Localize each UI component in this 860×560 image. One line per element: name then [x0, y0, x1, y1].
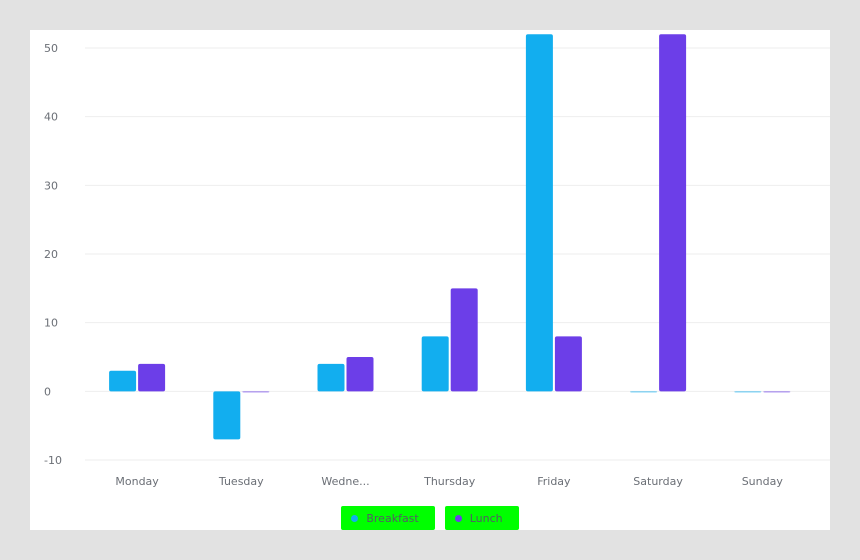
y-tick-label: 20	[44, 248, 58, 261]
grid-lines	[85, 47, 830, 461]
bar-lunch-6	[763, 391, 791, 393]
x-axis-ticks: Monday Tuesday Wedne... Thursday Friday Satur…	[115, 475, 783, 488]
y-tick-label: 30	[44, 179, 58, 192]
y-tick-label: 40	[44, 111, 58, 124]
bars	[109, 34, 791, 440]
x-tick-label: Sunday	[742, 475, 784, 488]
legend-dot-lunch	[454, 514, 462, 522]
chart-card: -10 0 10 20 30 40 50 Monday Tuesday Wedne... Thur…	[30, 30, 830, 530]
bar-breakfast-6	[734, 391, 762, 393]
y-tick-label: 50	[44, 42, 58, 55]
x-tick-label: Wedne...	[321, 475, 369, 488]
x-tick-label: Saturday	[633, 475, 683, 488]
y-axis-ticks: -10 0 10 20 30 40 50	[44, 42, 62, 467]
bar-breakfast-1	[213, 391, 241, 440]
y-tick-label: 0	[44, 385, 51, 398]
bar-lunch-5	[659, 34, 687, 392]
bar-lunch-3	[450, 288, 478, 392]
x-tick-label: Tuesday	[218, 475, 264, 488]
bar-breakfast-3	[421, 336, 449, 392]
legend-dot-breakfast	[351, 514, 359, 522]
bar-lunch-2	[346, 357, 374, 392]
bar-lunch-4	[554, 336, 582, 392]
legend-label-lunch: Lunch	[469, 511, 503, 525]
bar-lunch-0	[138, 363, 166, 392]
x-tick-label: Thursday	[423, 475, 476, 488]
x-tick-label: Monday	[115, 475, 159, 488]
legend-label-breakfast: Breakfast	[366, 511, 419, 525]
legend: Breakfast Lunch	[30, 506, 830, 530]
bar-breakfast-2	[317, 363, 345, 392]
bar-chart: -10 0 10 20 30 40 50 Monday Tuesday Wedne... Thur…	[44, 34, 830, 488]
legend-item-breakfast[interactable]: Breakfast	[341, 506, 435, 530]
legend-item-lunch[interactable]: Lunch	[444, 506, 519, 530]
y-tick-label: -10	[44, 454, 62, 467]
bar-lunch-1	[242, 391, 270, 393]
bar-breakfast-0	[109, 370, 137, 392]
bar-breakfast-4	[525, 34, 553, 392]
bar-breakfast-5	[630, 391, 658, 393]
y-tick-label: 10	[44, 317, 58, 330]
x-tick-label: Friday	[537, 475, 571, 488]
